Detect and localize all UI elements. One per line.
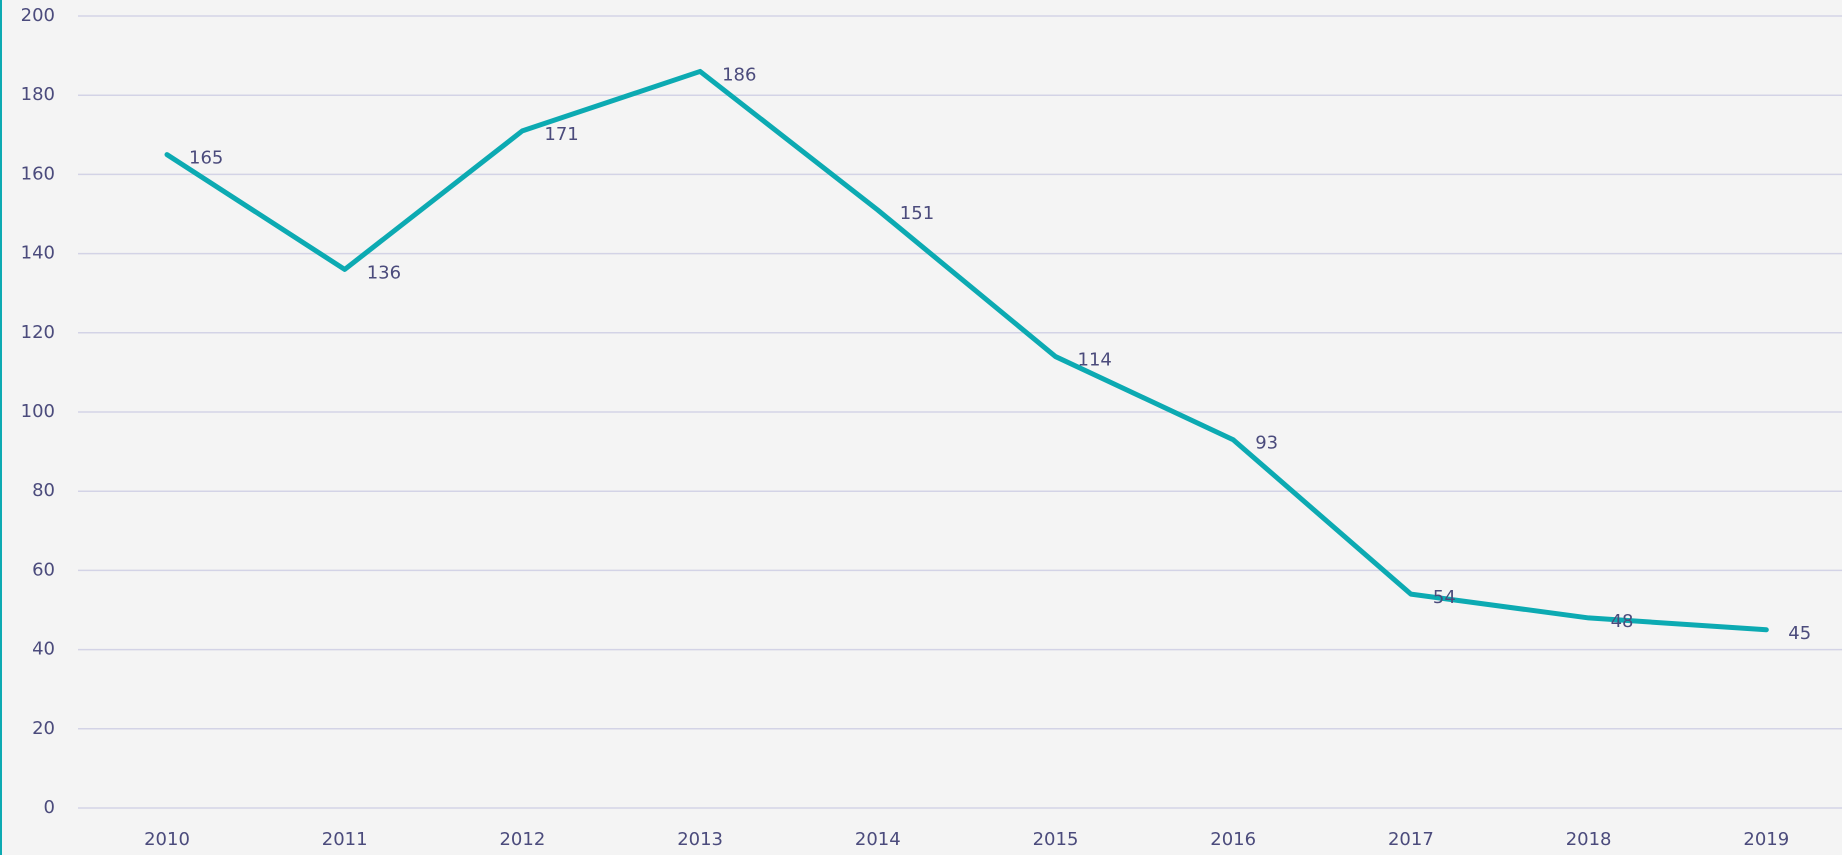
y-tick-label: 200 [21, 5, 55, 26]
y-tick-label: 0 [44, 797, 55, 818]
y-tick-label: 80 [32, 480, 55, 501]
data-line [164, 68, 1769, 633]
data-label: 45 [1788, 623, 1811, 644]
y-tick-label: 100 [21, 401, 55, 422]
x-tick-label: 2016 [1210, 829, 1256, 850]
x-tick-label: 2017 [1388, 829, 1434, 850]
data-label: 54 [1433, 587, 1456, 608]
x-tick-label: 2019 [1743, 829, 1789, 850]
data-label: 151 [900, 203, 934, 224]
data-label: 165 [189, 148, 223, 169]
data-label: 171 [544, 124, 578, 145]
data-label: 93 [1255, 433, 1278, 454]
x-tick-label: 2015 [1033, 829, 1079, 850]
x-tick-label: 2010 [144, 829, 190, 850]
left-border [0, 0, 2, 855]
y-tick-label: 180 [21, 84, 55, 105]
x-tick-label: 2014 [855, 829, 901, 850]
x-tick-label: 2012 [499, 829, 545, 850]
data-label: 114 [1078, 350, 1112, 371]
x-tick-label: 2011 [322, 829, 368, 850]
x-tick-label: 2013 [677, 829, 723, 850]
y-tick-label: 140 [21, 243, 55, 264]
data-label: 136 [367, 262, 401, 283]
y-tick-label: 60 [32, 559, 55, 580]
data-label: 186 [722, 64, 756, 85]
y-tick-label: 120 [21, 322, 55, 343]
y-tick-label: 20 [32, 718, 55, 739]
y-tick-label: 40 [32, 639, 55, 660]
x-tick-label: 2018 [1566, 829, 1612, 850]
data-label: 48 [1611, 611, 1634, 632]
y-tick-label: 160 [21, 163, 55, 184]
